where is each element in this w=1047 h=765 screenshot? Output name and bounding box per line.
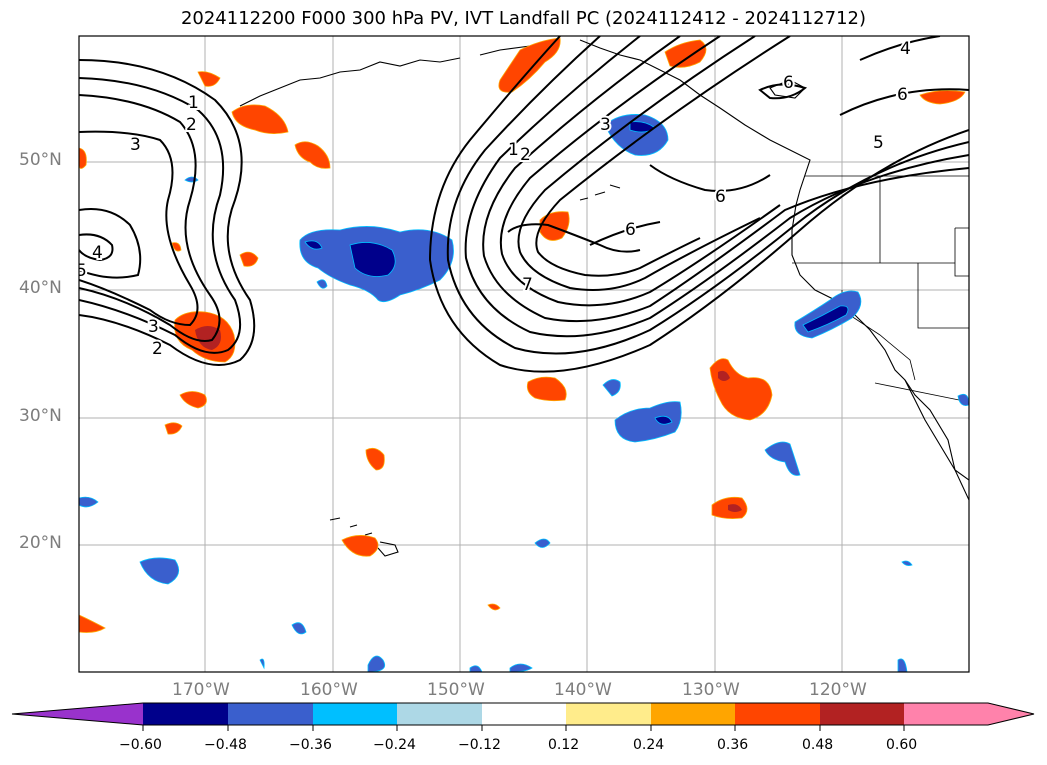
colorbar-extend-high [904,703,1034,725]
pv-contours [79,36,969,373]
colorbar-tick-label: −0.24 [373,737,416,753]
colorbar-tick-label: −0.12 [458,737,501,753]
contour-label: 3 [148,317,159,337]
lon-label: 130°W [682,680,740,700]
plot-title: 2024112200 F000 300 hPa PV, IVT Landfall… [180,8,867,29]
contour-label: 2 [520,145,531,165]
colorbar-tick-label: 0.36 [717,737,749,753]
gridlines [79,36,969,672]
colorbar [11,702,1035,731]
contour-label: 2 [186,115,197,135]
lat-label: 40°N [19,278,62,298]
contour-label: 6 [897,85,908,105]
map-frame [78,35,970,673]
contour-label: 4 [897,85,908,105]
lon-label: 140°W [554,680,612,700]
contour-label: 1 [188,93,199,113]
negative-pv-areas [79,114,969,672]
lat-label: 30°N [19,406,62,426]
lon-label: 170°W [172,680,230,700]
lon-label: 120°W [809,680,867,700]
colorbar-tick-label: −0.60 [119,737,162,753]
contour-label: 6 [783,73,794,93]
map-panel: 1 2 3 4 5 1 2 3 4 6 4 6 6 5 6 7 3 2 [76,36,969,672]
contour-label: 3 [600,115,611,135]
contour-label: 5 [76,261,87,281]
colorbar-tick-label: −0.48 [204,737,247,753]
contour-label: 1 [508,140,519,160]
contour-label: 3 [130,135,141,155]
colorbar-tick-label: 0.60 [886,737,918,753]
colorbar-tick-label: 0.48 [802,737,834,753]
strong-positive-pv-areas [195,326,742,512]
contour-label: 5 [873,133,884,153]
contour-labels: 1 2 3 4 5 1 2 3 4 6 4 6 6 5 6 7 3 2 [76,37,913,361]
political-borders [792,175,969,403]
colorbar-tick-label: 0.24 [633,737,665,753]
colorbar-extend-low [12,703,143,725]
colorbar-tick-label: 0.12 [548,737,580,753]
contour-label: 2 [152,339,163,359]
contour-label: 4 [92,243,103,263]
contour-label: 4 [900,39,911,59]
colorbar-tick-label: −0.36 [289,737,332,753]
lon-label: 150°W [427,680,485,700]
contour-label: 7 [522,275,533,295]
lon-label: 160°W [300,680,358,700]
lat-label: 20°N [19,533,62,553]
contour-label: 6 [625,220,636,240]
lat-label: 50°N [19,150,62,170]
contour-label: 6 [715,187,726,207]
coastlines [239,39,969,557]
